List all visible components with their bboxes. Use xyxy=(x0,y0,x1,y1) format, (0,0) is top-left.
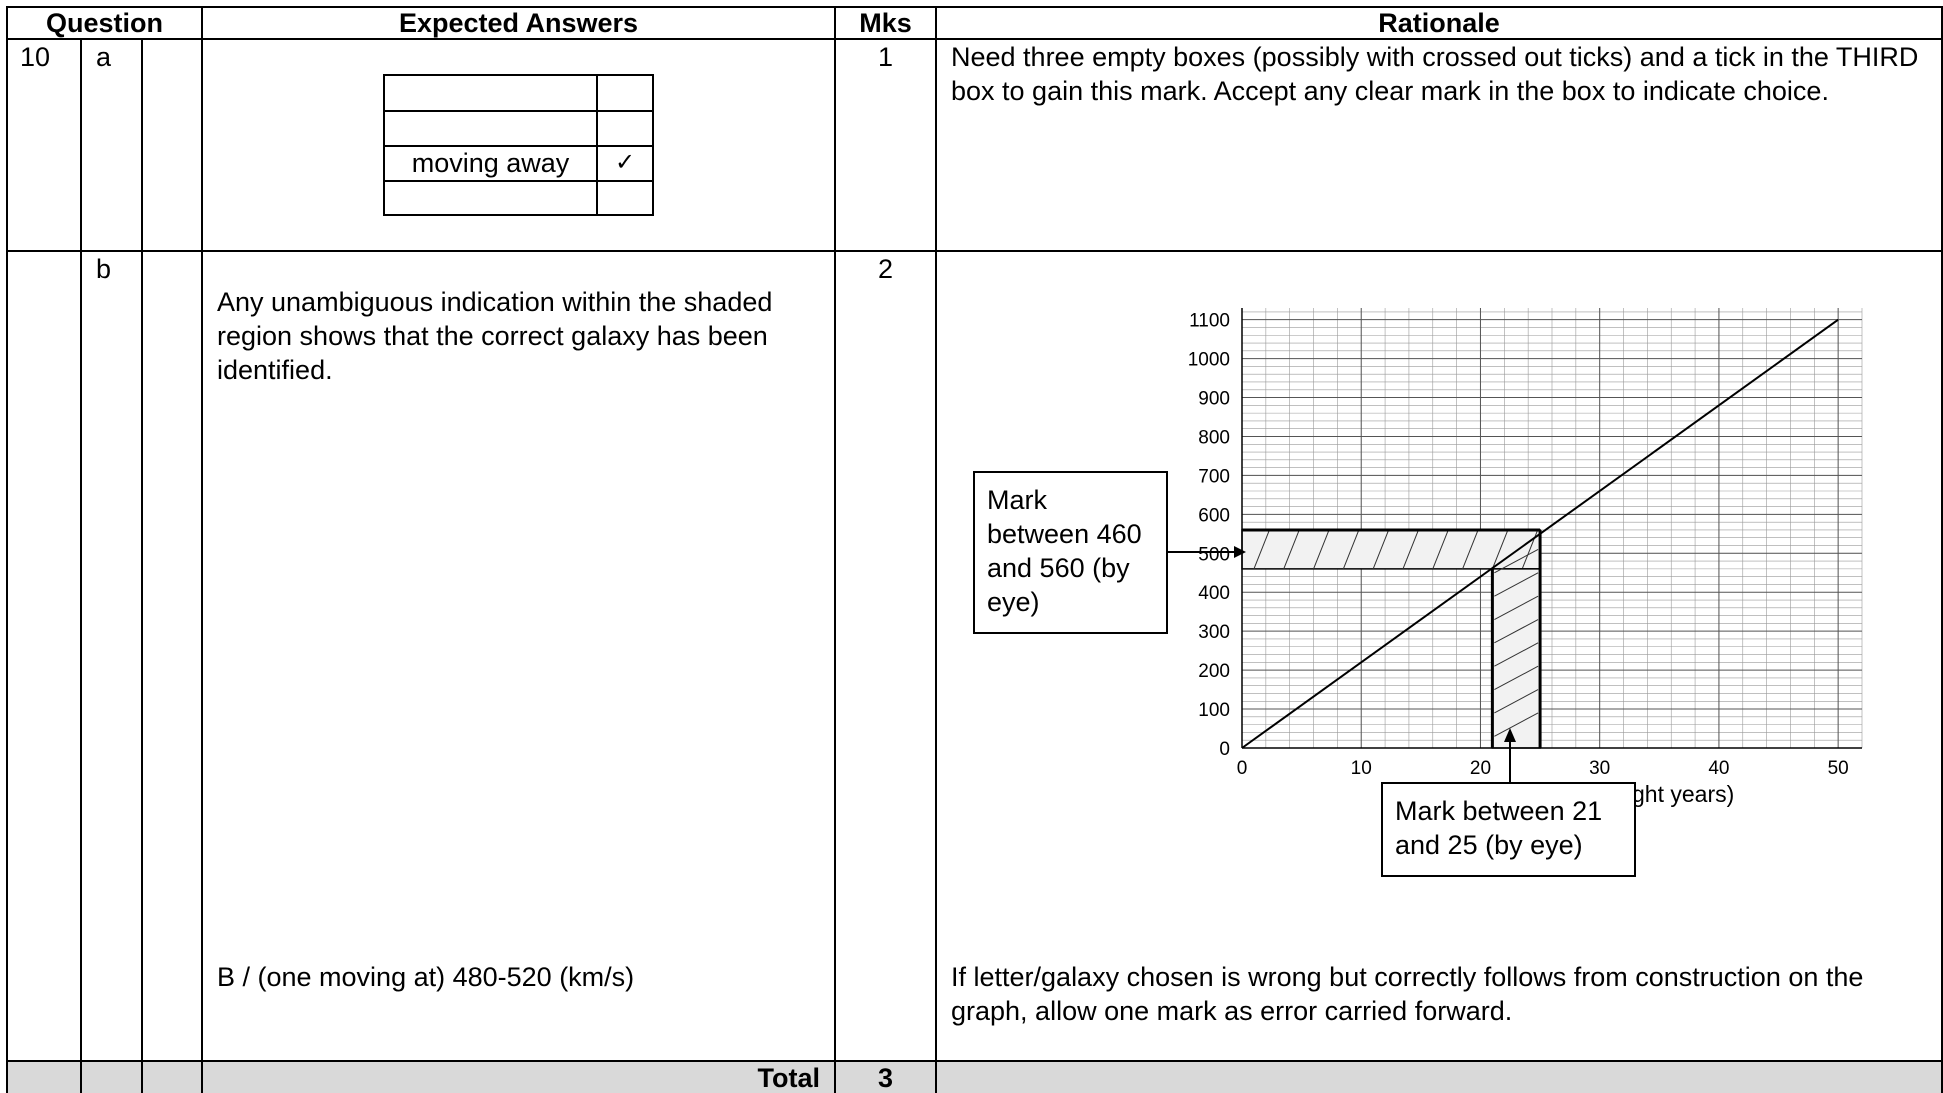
choice-table-divider-2 xyxy=(385,145,652,147)
choice-row-1-label xyxy=(385,76,596,110)
choice-table-divider-3 xyxy=(385,180,652,182)
x-tick-label: 20 xyxy=(1470,758,1491,779)
graph-x-tick-labels: 0 10 20 30 40 50 xyxy=(1237,758,1849,779)
marks-part-b: 2 xyxy=(877,254,894,284)
y-tick-label: 0 xyxy=(1219,739,1230,760)
question-part-a: a xyxy=(96,42,112,72)
x-tick-label: 30 xyxy=(1589,758,1610,779)
question-part-b: b xyxy=(96,254,112,284)
y-band-hatch xyxy=(1283,529,1300,570)
y-tick-label: 200 xyxy=(1198,661,1230,682)
col-border-part xyxy=(80,38,82,1093)
y-tick-label: 600 xyxy=(1198,505,1230,526)
graph-axes xyxy=(1241,308,1862,749)
x-note-arrow xyxy=(1504,728,1516,786)
col-border-rationale xyxy=(935,6,937,1093)
x-band-hatch xyxy=(1494,642,1539,667)
table-top-border xyxy=(6,6,1943,8)
y-tick-label: 1100 xyxy=(1189,311,1230,332)
x-tick-label: 10 xyxy=(1351,758,1372,779)
row-a-divider xyxy=(6,250,1943,252)
x-axis-label-fragment-right: ght years) xyxy=(1632,781,1734,807)
x-band-hatch xyxy=(1494,689,1539,714)
header-divider xyxy=(6,38,1943,40)
y-tick-label: 700 xyxy=(1198,466,1230,487)
y-tick-label: 800 xyxy=(1198,427,1230,448)
total-marks: 3 xyxy=(877,1063,894,1093)
question-number: 10 xyxy=(20,42,51,72)
x-tick-label: 50 xyxy=(1828,758,1849,779)
shaded-y-band xyxy=(1241,529,1541,570)
header-expected-answers: Expected Answers xyxy=(398,8,639,38)
x-band-hatch xyxy=(1494,572,1539,597)
y-band-hatch xyxy=(1253,529,1270,570)
tick-mark-icon: ✓ xyxy=(614,148,636,176)
graph-shaded-regions xyxy=(1241,528,1542,749)
y-band-hatch xyxy=(1462,529,1479,570)
x-tick-label: 0 xyxy=(1237,758,1248,779)
col-border-left xyxy=(6,6,8,1093)
expected-answer-b-1: Any unambiguous indication within the sh… xyxy=(217,287,773,385)
y-tick-label: 400 xyxy=(1198,583,1230,604)
y-band-hatch xyxy=(1342,529,1360,570)
choice-row-3-label: moving away xyxy=(411,148,570,178)
graph-y-tick-labels: 0 100 200 300 400 500 600 700 800 900 1000 1100 xyxy=(1188,311,1230,760)
col-border-expected xyxy=(201,6,203,1093)
shaded-x-band xyxy=(1491,568,1541,749)
total-row-band xyxy=(6,1061,1943,1093)
y-band-hatch xyxy=(1372,529,1390,570)
x-band-hatch xyxy=(1494,595,1539,620)
y-tick-label: 1000 xyxy=(1188,350,1230,371)
answer-choice-table: moving away ✓ xyxy=(383,74,654,216)
col-border-marks xyxy=(834,6,836,1093)
expected-answer-b-2: B / (one moving at) 480-520 (km/s) xyxy=(217,962,635,992)
y-range-note-box: Mark between 460 and 560 (by eye) xyxy=(973,471,1168,634)
total-row-divider xyxy=(6,1060,1943,1062)
velocity-distance-graph: 0 100 200 300 400 500 600 700 800 900 1000 1100 0 10… xyxy=(1188,308,1863,807)
header-question: Question xyxy=(45,8,163,38)
col-border-right xyxy=(1941,6,1943,1093)
x-band-hatch xyxy=(1494,712,1539,737)
x-band-hatch xyxy=(1494,548,1539,574)
rationale-part-b: If letter/galaxy chosen is wrong but cor… xyxy=(951,962,1864,1026)
x-band-hatch xyxy=(1494,665,1539,691)
y-tick-label: 300 xyxy=(1198,622,1230,643)
header-marks: Mks xyxy=(859,8,912,38)
data-line xyxy=(1241,318,1839,749)
x-range-note-box: Mark between 21 and 25 (by eye) xyxy=(1381,782,1636,877)
rationale-part-a: Need three empty boxes (possibly with cr… xyxy=(951,42,1919,106)
y-tick-label: 900 xyxy=(1198,389,1230,410)
choice-table-divider-1 xyxy=(385,110,652,112)
header-rationale: Rationale xyxy=(1378,8,1500,38)
choice-row-4-label xyxy=(385,182,596,214)
col-border-sub xyxy=(141,38,143,1093)
y-band-hatch xyxy=(1313,529,1330,570)
marks-part-a: 1 xyxy=(877,42,894,72)
y-band-hatch xyxy=(1491,529,1509,570)
y-band-hatch xyxy=(1402,529,1419,570)
choice-row-2-label xyxy=(385,112,596,145)
y-tick-label: 100 xyxy=(1198,700,1230,721)
y-band-hatch xyxy=(1432,529,1449,570)
total-label: Total xyxy=(757,1063,821,1093)
x-band-hatch xyxy=(1494,619,1539,644)
x-tick-label: 40 xyxy=(1708,758,1729,779)
y-tick-label: 500 xyxy=(1198,544,1230,565)
